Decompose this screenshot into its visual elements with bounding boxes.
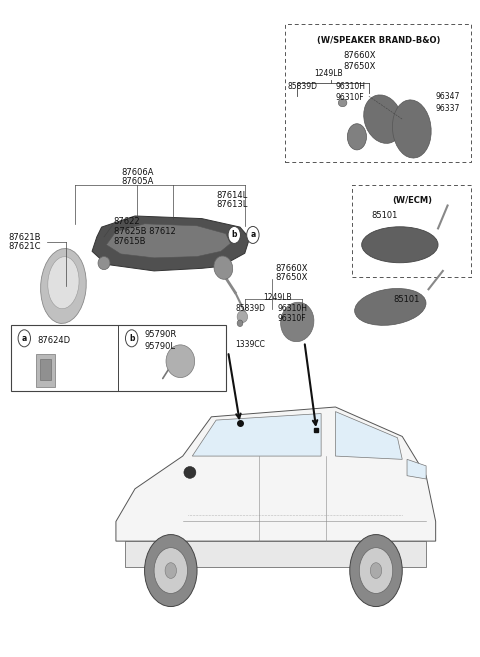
Circle shape <box>247 227 259 244</box>
Ellipse shape <box>166 345 195 378</box>
Ellipse shape <box>355 288 426 325</box>
Ellipse shape <box>41 248 86 323</box>
Ellipse shape <box>237 311 248 323</box>
Text: 96347: 96347 <box>436 92 460 101</box>
Ellipse shape <box>364 95 403 143</box>
Circle shape <box>144 535 197 606</box>
FancyBboxPatch shape <box>40 359 50 380</box>
Text: 87650X: 87650X <box>343 62 375 71</box>
Ellipse shape <box>338 99 347 106</box>
Text: 87624D: 87624D <box>37 336 70 345</box>
Text: 85839D: 85839D <box>288 82 318 91</box>
Text: 85839D: 85839D <box>235 304 265 313</box>
Bar <box>11 325 226 391</box>
Text: 95790R: 95790R <box>144 330 177 340</box>
Text: b: b <box>231 231 237 239</box>
Text: 87622: 87622 <box>114 217 140 227</box>
Text: 87613L: 87613L <box>216 200 248 209</box>
Polygon shape <box>125 541 426 567</box>
Circle shape <box>360 548 393 593</box>
Ellipse shape <box>214 256 233 279</box>
Ellipse shape <box>362 227 438 263</box>
Text: 87606A: 87606A <box>121 168 154 177</box>
Text: b: b <box>129 334 134 343</box>
Ellipse shape <box>348 124 366 150</box>
Text: 96310H: 96310H <box>336 82 365 91</box>
Text: 85101: 85101 <box>393 294 419 304</box>
Text: 87614L: 87614L <box>216 191 247 200</box>
Polygon shape <box>107 224 230 258</box>
Circle shape <box>154 548 188 593</box>
Text: 1249LB: 1249LB <box>263 292 291 302</box>
Text: (W/ECM): (W/ECM) <box>392 196 432 206</box>
Ellipse shape <box>237 320 243 327</box>
Ellipse shape <box>48 257 79 309</box>
Circle shape <box>350 535 402 606</box>
Bar <box>352 185 471 277</box>
Text: 96337: 96337 <box>436 104 460 112</box>
Text: 87660X: 87660X <box>276 264 308 273</box>
Text: 1249LB: 1249LB <box>314 69 343 78</box>
Text: 96310H: 96310H <box>277 304 307 313</box>
Text: a: a <box>22 334 27 343</box>
Polygon shape <box>192 413 321 456</box>
Ellipse shape <box>281 302 314 342</box>
Text: 1339CC: 1339CC <box>235 340 265 349</box>
Ellipse shape <box>98 256 110 269</box>
Text: 87660X: 87660X <box>343 51 375 60</box>
Text: (W/SPEAKER BRAND-B&O): (W/SPEAKER BRAND-B&O) <box>317 36 440 45</box>
Text: 87605A: 87605A <box>121 177 154 187</box>
Text: 96310F: 96310F <box>277 314 306 323</box>
Text: 87625B 87612: 87625B 87612 <box>114 227 175 236</box>
Ellipse shape <box>184 466 196 478</box>
Text: 87615B: 87615B <box>114 237 146 246</box>
Polygon shape <box>92 216 250 271</box>
Text: 95790L: 95790L <box>144 342 176 351</box>
Text: 87621B: 87621B <box>8 233 40 242</box>
Text: 87650X: 87650X <box>276 273 308 282</box>
Circle shape <box>228 227 240 244</box>
Polygon shape <box>116 407 436 541</box>
Text: 85101: 85101 <box>371 212 397 221</box>
Text: 87621C: 87621C <box>8 242 40 251</box>
Circle shape <box>370 562 382 578</box>
Ellipse shape <box>393 100 431 158</box>
Circle shape <box>125 330 138 347</box>
Ellipse shape <box>37 359 51 373</box>
Circle shape <box>165 562 177 578</box>
Circle shape <box>18 330 31 347</box>
Polygon shape <box>336 411 402 459</box>
Polygon shape <box>407 459 426 479</box>
Text: 96310F: 96310F <box>336 93 364 102</box>
Text: a: a <box>250 231 255 239</box>
FancyBboxPatch shape <box>36 354 55 388</box>
Bar <box>285 24 471 162</box>
